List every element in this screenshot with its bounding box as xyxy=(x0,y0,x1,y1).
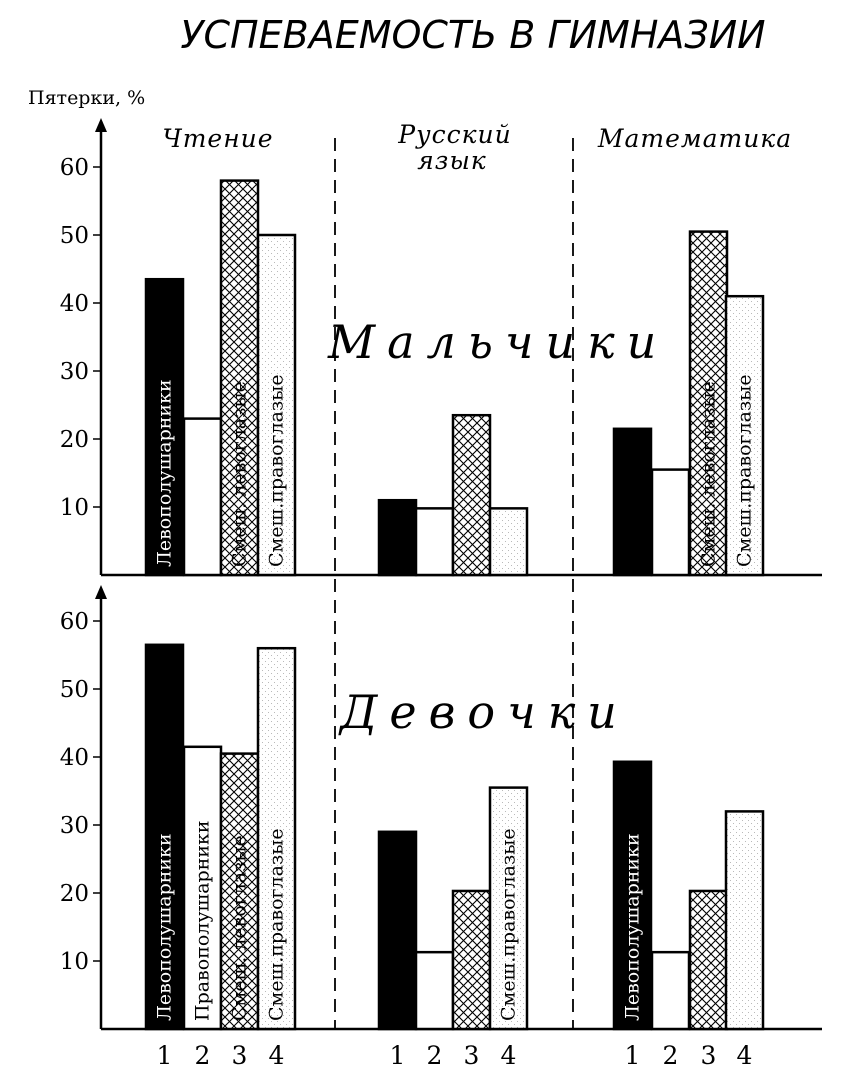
x-tick-label: 2 xyxy=(663,1041,679,1070)
bar xyxy=(724,810,765,1031)
y-tick-label: 30 xyxy=(60,359,89,385)
y-tick-label: 10 xyxy=(60,495,89,521)
x-tick-label: 1 xyxy=(390,1041,406,1070)
bar xyxy=(256,233,297,577)
y-tick-label: 30 xyxy=(60,813,89,839)
bar-label: Смеш.правоглазые xyxy=(734,374,756,567)
subject-label-reading: Чтение xyxy=(162,124,273,153)
bar xyxy=(219,179,260,577)
bar xyxy=(650,950,691,1031)
bar xyxy=(488,786,529,1031)
bar xyxy=(377,498,418,577)
x-tick-label: 4 xyxy=(737,1041,753,1070)
y-tick-label: 40 xyxy=(60,745,89,771)
bar-label: Смеш. левоглазые xyxy=(698,381,720,567)
x-tick-label: 4 xyxy=(501,1041,517,1070)
y-tick-label: 60 xyxy=(60,155,89,181)
bar xyxy=(612,427,653,577)
bar xyxy=(377,830,418,1031)
subject-label-russian: Русский xyxy=(397,120,511,149)
bar-label: Правополушарники xyxy=(192,820,214,1021)
x-tick-label: 3 xyxy=(701,1041,717,1070)
x-tick-label: 2 xyxy=(427,1041,443,1070)
bar xyxy=(650,468,691,577)
bar xyxy=(219,752,260,1031)
y-tick-label: 50 xyxy=(60,223,89,249)
bar-label: Смеш. левоглазые xyxy=(229,835,251,1021)
bar xyxy=(724,294,765,577)
bar-label: Левополушарники xyxy=(622,833,644,1021)
bar xyxy=(256,646,297,1031)
panel-label-boys: Мальчики xyxy=(327,315,668,369)
y-axis-arrow xyxy=(95,118,107,132)
x-tick-label: 2 xyxy=(195,1041,211,1070)
y-axis-label: Пятерки, % xyxy=(28,87,145,109)
y-tick-label: 20 xyxy=(60,427,89,453)
bar xyxy=(451,413,492,577)
bar xyxy=(182,417,223,577)
x-tick-label: 3 xyxy=(464,1041,480,1070)
x-tick-label: 4 xyxy=(269,1041,285,1070)
bar xyxy=(451,889,492,1031)
bar xyxy=(688,889,729,1031)
subject-label-russian: язык xyxy=(417,146,486,175)
y-tick-label: 50 xyxy=(60,677,89,703)
x-tick-label: 1 xyxy=(157,1041,173,1070)
bar xyxy=(414,507,455,577)
bar xyxy=(488,507,529,577)
bar-label: Смеш. левоглазые xyxy=(229,381,251,567)
bar xyxy=(414,950,455,1031)
y-tick-label: 40 xyxy=(60,291,89,317)
bar xyxy=(144,643,185,1031)
bar-label: Смеш.правоглазые xyxy=(498,828,520,1021)
bar-label: Левополушарники xyxy=(154,833,176,1021)
bar-label: Смеш.правоглазые xyxy=(266,374,288,567)
y-tick-label: 10 xyxy=(60,949,89,975)
bar xyxy=(688,230,729,577)
subject-label-math: Математика xyxy=(597,124,792,153)
y-tick-label: 20 xyxy=(60,881,89,907)
chart-title: УСПЕВАЕМОСТЬ В ГИМНАЗИИ xyxy=(180,13,765,57)
x-tick-label: 1 xyxy=(625,1041,641,1070)
y-axis-arrow xyxy=(95,585,107,599)
panel-label-girls: Девочки xyxy=(338,685,629,739)
bar-label: Смеш.правоглазые xyxy=(266,828,288,1021)
bar-label: Левополушарники xyxy=(154,379,176,567)
x-tick-label: 3 xyxy=(232,1041,248,1070)
bar xyxy=(612,760,653,1031)
y-tick-label: 60 xyxy=(60,609,89,635)
